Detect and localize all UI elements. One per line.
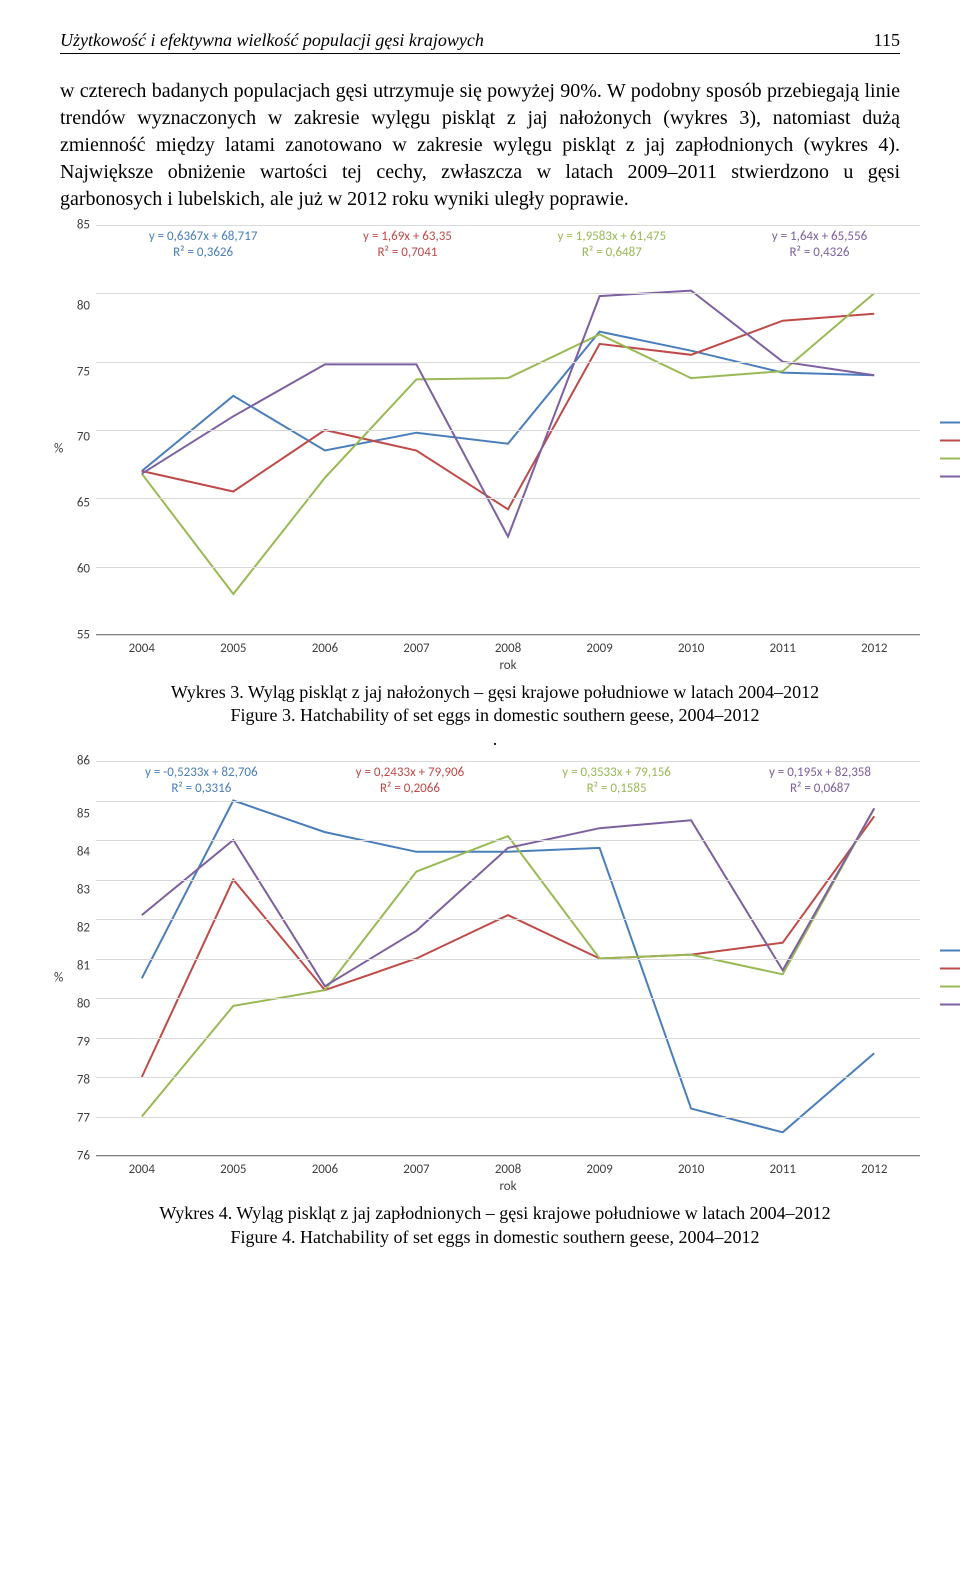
chart-4: y = -0,5233x + 82,706R² = 0,3316y = 0,24… — [60, 761, 920, 1194]
chart4-legend: GaKiLuPd — [940, 940, 960, 1015]
chart-3: y = 0,6367x + 68,717R² = 0,3626y = 1,69x… — [60, 225, 920, 673]
page-number: 115 — [874, 30, 900, 51]
chart4-caption-en: Figure 4. Hatchability of set eggs in do… — [231, 1227, 760, 1247]
chart4-caption-pl: Wykres 4. Wyląg piskląt z jaj zapłodnion… — [159, 1203, 830, 1223]
chart4-x-label: rok — [96, 1179, 920, 1194]
chart3-plot-area — [96, 225, 920, 635]
chart3-caption-en: Figure 3. Hatchability of set eggs in do… — [231, 705, 760, 725]
chart3-caption-pl: Wykres 3. Wyląg piskląt z jaj nałożonych… — [171, 682, 819, 702]
chart3-y-label: % — [54, 442, 63, 457]
chart4-y-axis: 8685848382818079787776 — [60, 761, 96, 1156]
chart3-y-axis: 85807570656055 — [60, 225, 96, 635]
running-title: Użytkowość i efektywna wielkość populacj… — [60, 30, 484, 51]
chart4-y-label: % — [54, 970, 63, 985]
chart4-caption: Wykres 4. Wyląg piskląt z jaj zapłodnion… — [150, 1202, 840, 1249]
chart3-x-label: rok — [96, 658, 920, 673]
body-paragraph: w czterech badanych populacjach gęsi utr… — [60, 78, 900, 213]
chart3-caption: Wykres 3. Wyląg piskląt z jaj nałożonych… — [150, 681, 840, 751]
chart3-legend: GaKiLuPd — [940, 412, 960, 487]
chart4-x-axis: 200420052006200720082009201020112012 — [96, 1162, 920, 1177]
chart3-x-axis: 200420052006200720082009201020112012 — [96, 641, 920, 656]
running-header: Użytkowość i efektywna wielkość populacj… — [60, 30, 900, 54]
chart4-plot-area — [96, 761, 920, 1156]
